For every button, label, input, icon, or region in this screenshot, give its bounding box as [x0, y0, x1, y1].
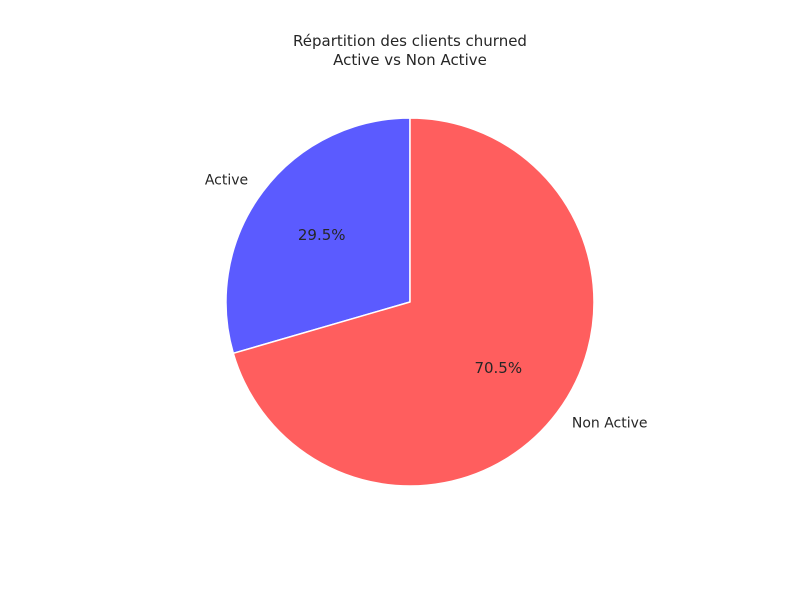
slice-percent-non-active: 70.5% [474, 359, 522, 377]
slice-label-non-active: Non Active [572, 416, 648, 432]
slice-label-active: Active [205, 172, 248, 188]
slice-percent-active: 29.5% [298, 226, 346, 244]
pie-slice-non-active [232, 117, 595, 487]
pie-labels: Active 29.5% Non Active 70.5% [205, 172, 648, 431]
chart-title: Répartition des clients churned [293, 32, 527, 50]
pie-slice-active [225, 117, 411, 355]
pie-slices [225, 117, 595, 487]
chart-subtitle: Active vs Non Active [333, 51, 487, 69]
